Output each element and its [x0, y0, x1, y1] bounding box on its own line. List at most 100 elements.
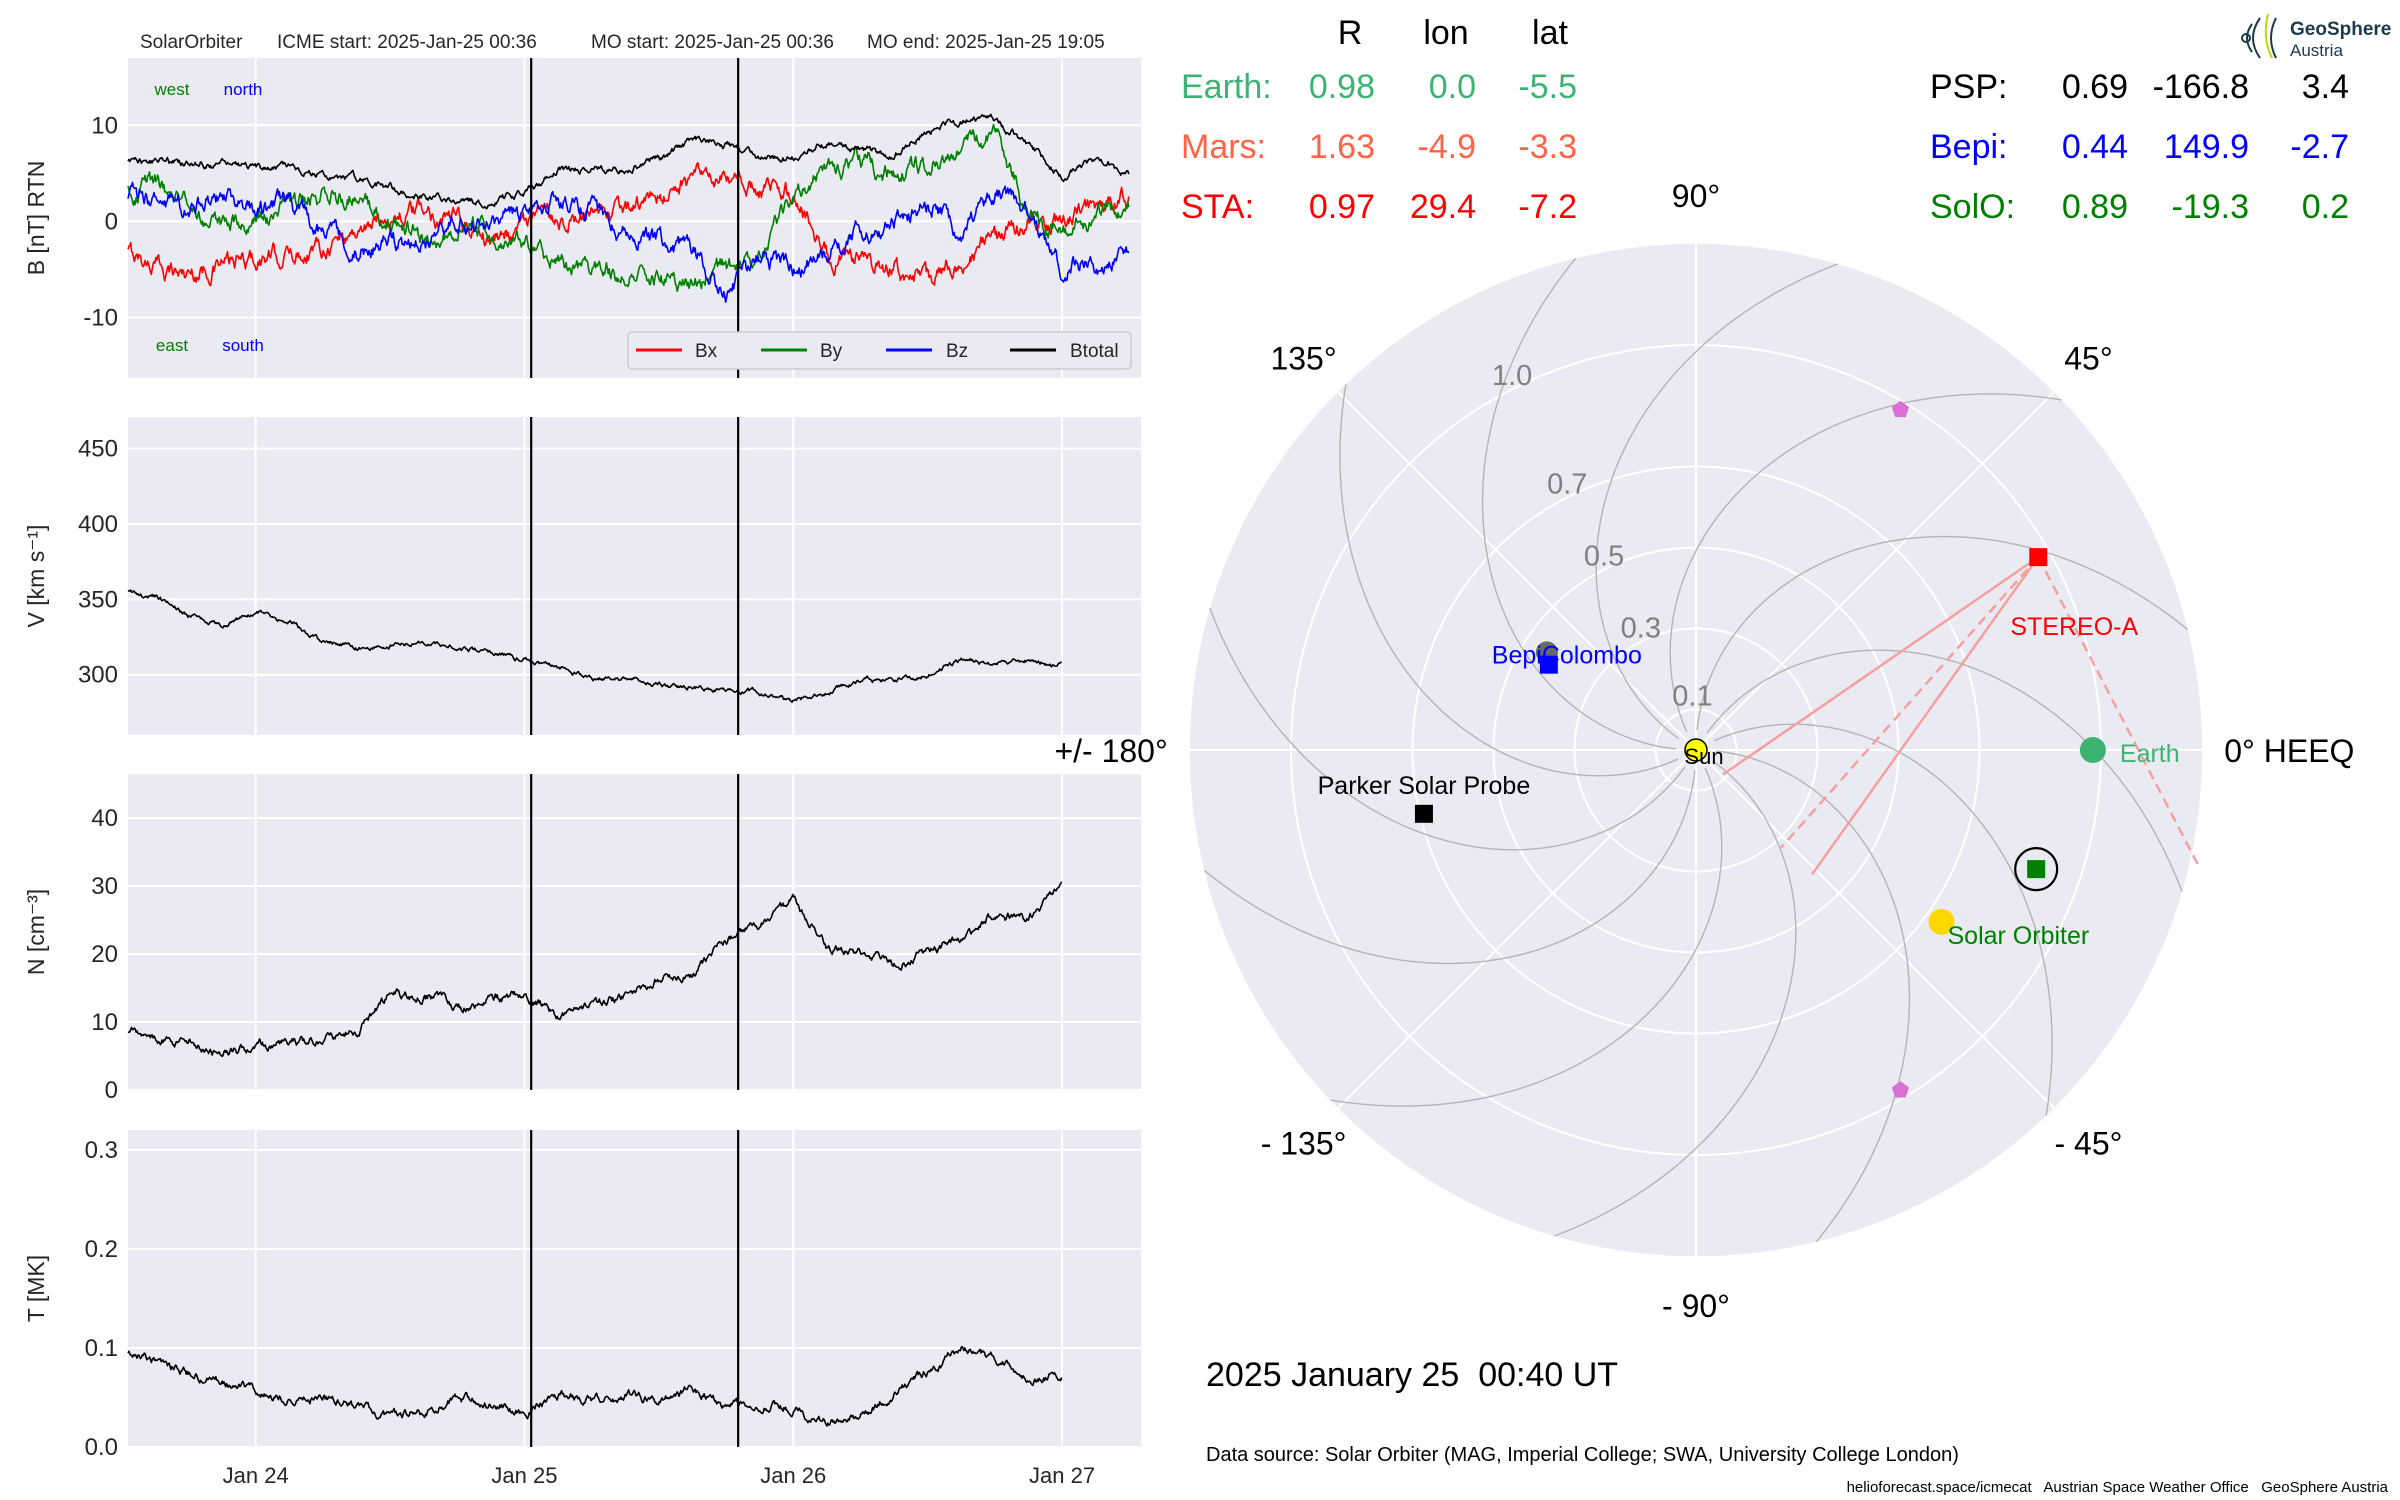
y-axis-label: N [cm⁻³] — [23, 889, 49, 975]
parker-spiral — [1209, 608, 1686, 851]
y-tick-label: 300 — [78, 662, 118, 689]
position-row-psp: PSP: 0.69 -166.8 3.4 — [1930, 68, 2349, 106]
earth-marker-icon — [2079, 737, 2106, 763]
row-lon: -4.9 — [1417, 128, 1476, 166]
bepicolombo-marker-icon — [1539, 655, 1558, 674]
logo-line2: Austria — [2290, 41, 2343, 60]
title-icme-start: ICME start: 2025-Jan-25 00:36 — [277, 32, 537, 53]
angle-gridline — [1337, 391, 1697, 751]
parker-spiral — [1554, 760, 1797, 1237]
parker-solar-probe-marker-icon — [1414, 804, 1433, 823]
plot-area — [128, 1130, 1141, 1447]
ring-label: 0.1 — [1672, 681, 1712, 713]
polar-plot: 0.1 0.3 0.5 0.7 1.0 0° HEEQ 45° 90° 135° +/- 180°… — [1054, 178, 2354, 1324]
parker-spiral — [1595, 263, 1838, 740]
y-tick-label: 20 — [91, 941, 118, 968]
l5-marker-icon — [1891, 1081, 1909, 1098]
body-l4[interactable] — [1891, 400, 1909, 418]
row-name: Mars: — [1181, 128, 1266, 166]
y-tick-label: 40 — [91, 805, 118, 832]
series-line-by — [127, 123, 1130, 293]
body-bepicolombo[interactable]: BepiColombo — [1492, 642, 1642, 674]
row-lat: -3.3 — [1518, 128, 1577, 166]
temperature-panel: 0.0 0.1 0.2 0.3 T [MK] Jan 24 Jan 25 Jan 26 Jan … — [23, 1130, 1141, 1488]
y-tick-label: 0.3 — [85, 1137, 118, 1164]
parker-spiral — [1696, 535, 2189, 730]
row-lat: -5.5 — [1518, 68, 1577, 106]
row-r: 0.98 — [1309, 68, 1375, 106]
legend: Bx By Bz Btotal — [627, 331, 1132, 370]
y-tick-label: 30 — [91, 873, 118, 900]
parker-spiral — [1706, 649, 2183, 892]
row-lon: 0.0 — [1429, 68, 1476, 106]
y-tick-label: 0.1 — [85, 1335, 118, 1362]
y-tick-label: 10 — [91, 1009, 118, 1036]
y-axis-label: B [nT] RTN — [23, 161, 49, 276]
y-tick-label: 450 — [78, 436, 118, 463]
angle-label: 135° — [1270, 341, 1336, 377]
data-source: Data source: Solar Orbiter (MAG, Imperia… — [1206, 1444, 1959, 1466]
row-name: STA: — [1181, 188, 1254, 226]
y-axis-label: T [MK] — [23, 1255, 49, 1322]
angle-gridline — [1337, 749, 1697, 1109]
footer-credits: helioforecast.space/icmecat Austrian Spa… — [1847, 1479, 2389, 1496]
title-mo-start: MO start: 2025-Jan-25 00:36 — [591, 32, 834, 53]
angle-label: 45° — [2064, 341, 2112, 377]
stereo-a-fov-line — [1722, 556, 2039, 776]
row-name: PSP: — [1930, 68, 2007, 106]
x-tick-label: Jan 26 — [760, 1463, 826, 1488]
legend-box — [627, 331, 1132, 370]
row-r: 0.69 — [2062, 68, 2128, 106]
row-name: Earth: — [1181, 68, 1272, 106]
ring-label: 0.3 — [1621, 613, 1661, 645]
angle-gridline — [1695, 391, 2055, 751]
solar-orbiter-marker-icon — [2027, 860, 2046, 879]
ring-label: 0.5 — [1584, 541, 1624, 573]
parker-spiral — [1203, 770, 1696, 965]
position-row-sta: STA: 0.97 29.4 -7.2 — [1181, 188, 1577, 226]
stereo-a-fov-line — [1810, 556, 2040, 876]
angle-gridline — [1695, 749, 2055, 1109]
y-tick-label: 350 — [78, 586, 118, 613]
y-tick-label: 0 — [105, 1077, 118, 1104]
body-parker-solar-probe[interactable]: Parker Solar Probe — [1318, 772, 1531, 823]
title-mo-end: MO end: 2025-Jan-25 19:05 — [867, 32, 1105, 53]
geosphere-logo: GeoSphere Austria — [2241, 13, 2391, 60]
angle-label: +/- 180° — [1054, 733, 1167, 769]
row-r: 0.44 — [2062, 128, 2128, 166]
row-lat: 0.2 — [2302, 188, 2349, 226]
position-row-mars: Mars: 1.63 -4.9 -3.3 — [1181, 128, 1577, 166]
ring-label: 0.7 — [1547, 468, 1587, 500]
logo-line1: GeoSphere — [2290, 19, 2391, 40]
y-tick-label: 400 — [78, 511, 118, 538]
series-line-bx — [127, 162, 1130, 287]
position-row-bepi: Bepi: 0.44 149.9 -2.7 — [1930, 128, 2349, 166]
y-tick-label: 10 — [91, 112, 118, 139]
row-lon: -166.8 — [2153, 68, 2249, 106]
header-r: R — [1338, 14, 1363, 52]
body-earth[interactable]: Earth — [2079, 737, 2180, 768]
series-line-v — [127, 589, 1063, 704]
series-line-n — [127, 881, 1063, 1058]
plot-area — [128, 417, 1141, 735]
row-name: Bepi: — [1930, 128, 2008, 166]
body-stereo-a[interactable]: STEREO-A — [2010, 548, 2138, 641]
body-solar-orbiter[interactable] — [2014, 847, 2059, 892]
body-sun[interactable]: Sun — [1684, 738, 1724, 769]
body-solar-orbiter-marker[interactable]: Solar Orbiter — [1928, 908, 2089, 950]
x-tick-label: Jan 25 — [491, 1463, 557, 1488]
sun-label: Sun — [1684, 744, 1723, 769]
x-tick-label: Jan 27 — [1029, 1463, 1095, 1488]
sun-marker-icon — [1684, 738, 1708, 762]
body-l5[interactable] — [1891, 1081, 1909, 1098]
timeseries-panels: -10 0 10 B [nT] RTN west north east south Bx By Bz… — [23, 58, 1141, 1488]
magnetic-field-panel: -10 0 10 B [nT] RTN west north east south Bx By Bz… — [23, 58, 1141, 378]
position-row-earth: Earth: 0.98 0.0 -5.5 — [1181, 68, 1577, 106]
series-line-btotal — [127, 113, 1130, 210]
positions-table: R lon lat Earth: 0.98 0.0 -5.5 Mars: 1.63 -4.9… — [1181, 14, 2349, 226]
logo-mark-icon — [2241, 13, 2277, 59]
header-lon: lon — [1423, 14, 1468, 52]
row-lat: -2.7 — [2290, 128, 2349, 166]
bepicolombo-label: BepiColombo — [1492, 642, 1642, 670]
